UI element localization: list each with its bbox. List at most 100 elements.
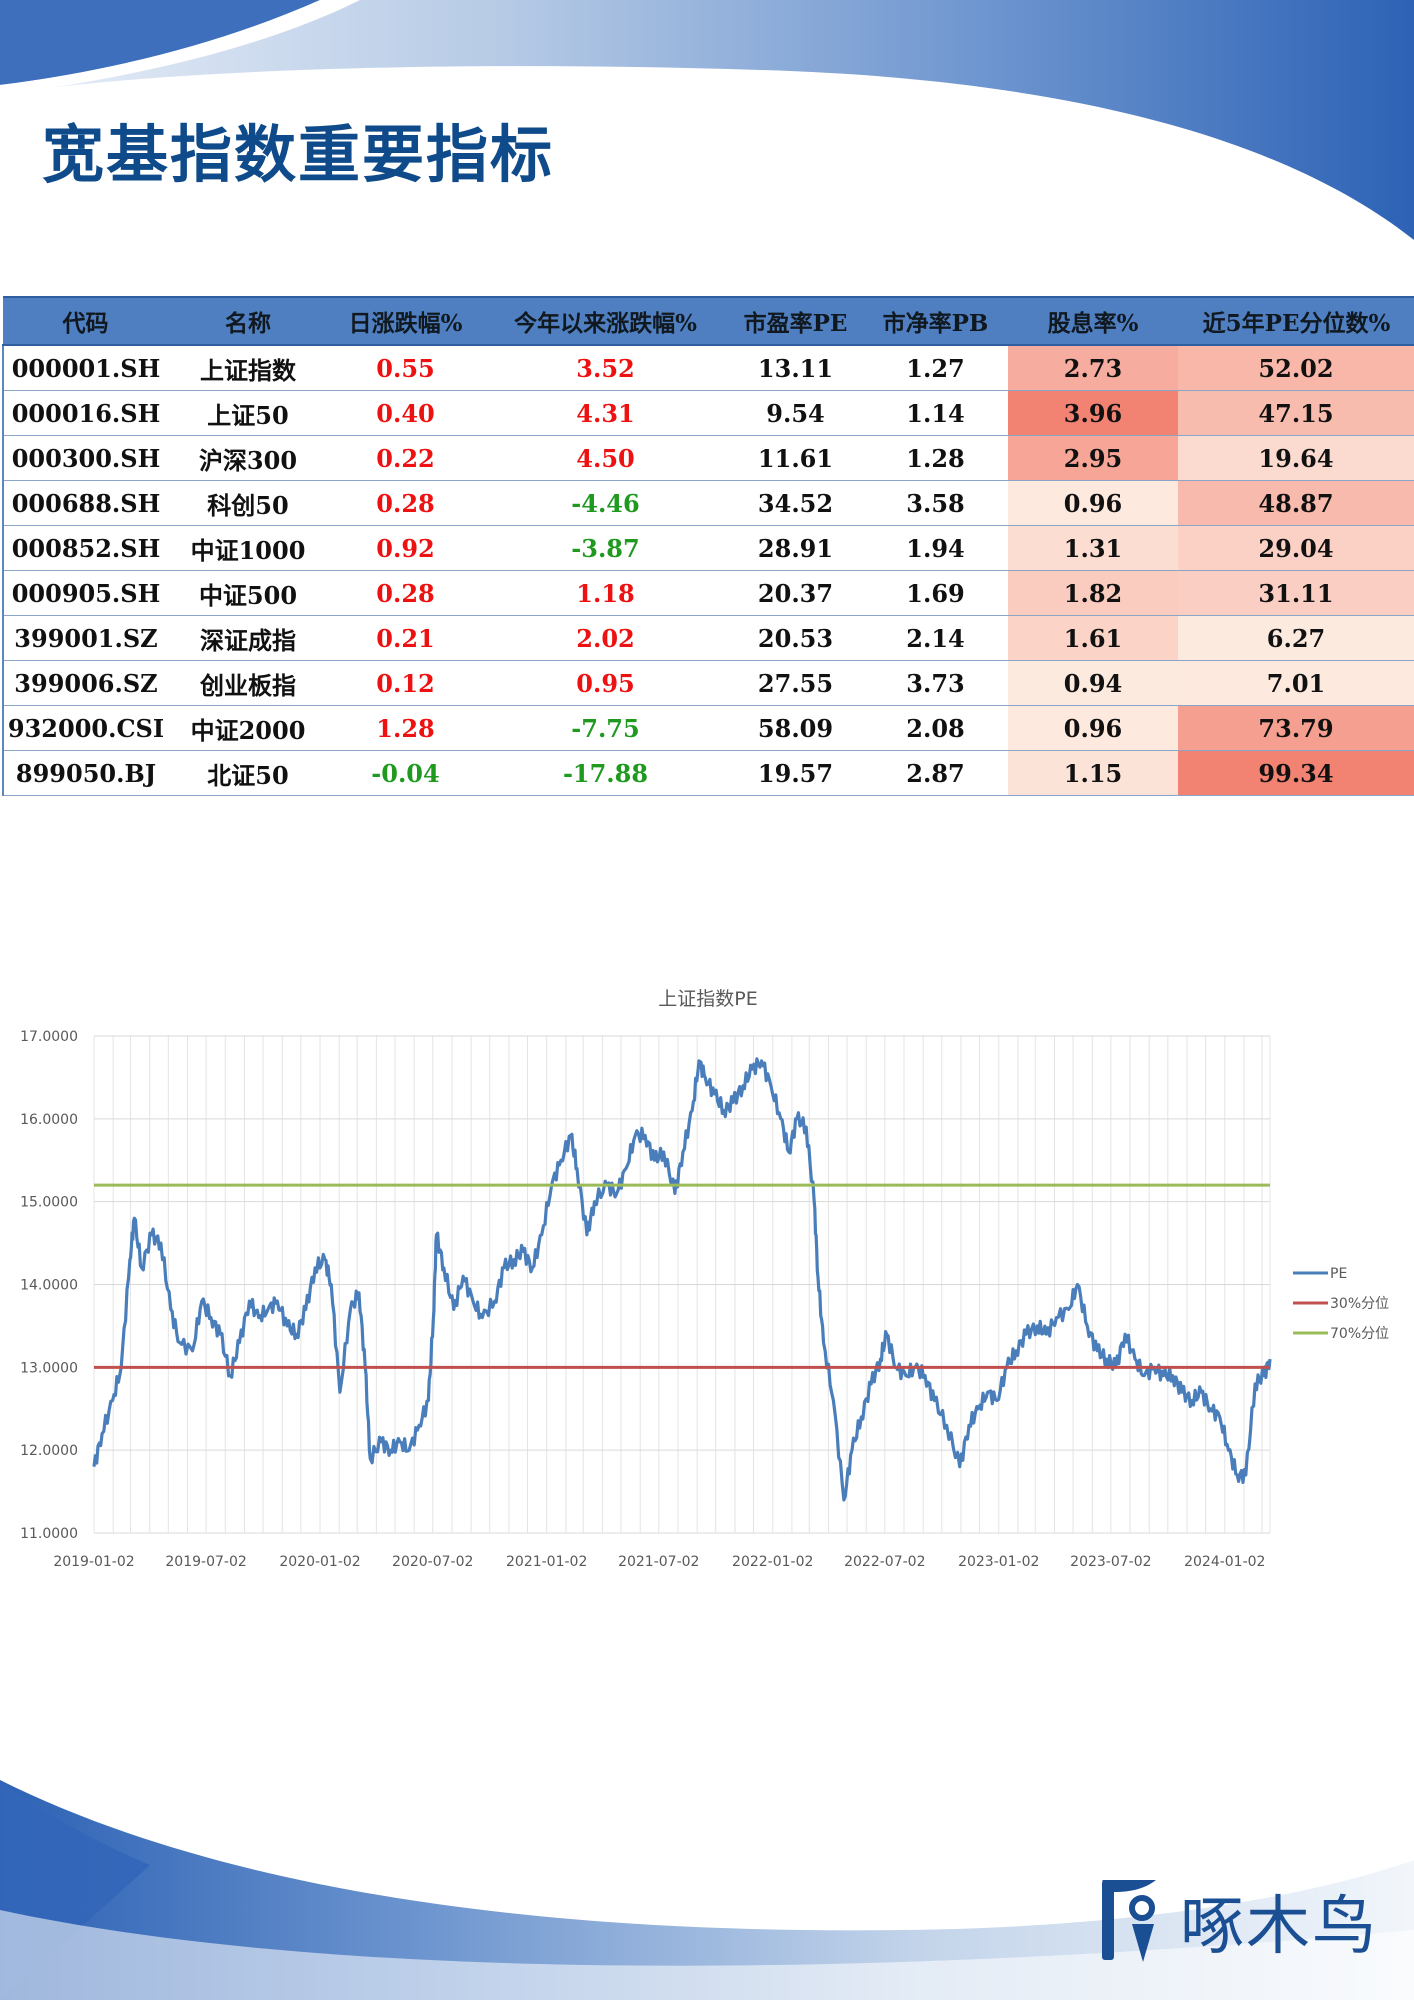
cell-pe-percentile: 29.04 [1178,525,1414,571]
y-tick-label: 13.0000 [20,1360,78,1376]
table-row: 000300.SH 沪深300 0.22 4.50 11.61 1.28 2.95 19.64 [2,435,1414,481]
cell-code: 000001.SH [2,345,168,391]
header-pb: 市净率PB [863,296,1008,346]
cell-dividend-yield: 1.82 [1008,570,1178,616]
y-tick-label: 11.0000 [20,1526,78,1542]
cell-dividend-yield: 0.96 [1008,705,1178,751]
table-row: 000016.SH 上证50 0.40 4.31 9.54 1.14 3.96 47.15 [2,390,1414,436]
chart-grid [93,1035,1271,1534]
cell-ytd-change: -3.87 [483,525,728,571]
cell-pe-percentile: 48.87 [1178,480,1414,526]
cell-pe: 9.54 [728,390,863,436]
cell-pb: 1.28 [863,435,1008,481]
x-tick-label: 2019-01-02 [53,1554,134,1570]
cell-pe-percentile: 73.79 [1178,705,1414,751]
cell-pb: 1.94 [863,525,1008,571]
cell-dividend-yield: 1.15 [1008,750,1178,796]
cell-code: 000852.SH [2,525,168,571]
cell-ytd-change: -4.46 [483,480,728,526]
y-tick-label: 14.0000 [20,1278,78,1294]
y-tick-label: 12.0000 [20,1443,78,1459]
cell-pb: 1.14 [863,390,1008,436]
cell-dividend-yield: 2.73 [1008,345,1178,391]
cell-daily-change: 0.21 [328,615,483,661]
cell-pb: 2.08 [863,705,1008,751]
cell-daily-change: 0.28 [328,570,483,616]
cell-daily-change: 0.22 [328,435,483,481]
shanghai-index-pe-chart: 11.0000 12.0000 13.0000 14.0000 15.0000 16.00… [20,988,1389,1570]
cell-pb: 2.14 [863,615,1008,661]
cell-dividend-yield: 1.31 [1008,525,1178,571]
header-code: 代码 [3,296,168,346]
cell-code: 000688.SH [2,480,168,526]
cell-code: 399006.SZ [2,660,168,706]
header-daily-change: 日涨跌幅% [328,296,483,346]
header-ytd-change: 今年以来涨跌幅% [483,296,728,346]
cell-ytd-change: -7.75 [483,705,728,751]
cell-code: 000016.SH [2,390,168,436]
table-row: 000688.SH 科创50 0.28 -4.46 34.52 3.58 0.96 48.87 [2,480,1414,526]
cell-pe: 58.09 [728,705,863,751]
cell-ytd-change: -17.88 [483,750,728,796]
cell-name: 深证成指 [168,615,328,661]
cell-pe-percentile: 47.15 [1178,390,1414,436]
cell-pe: 11.61 [728,435,863,481]
cell-pe-percentile: 52.02 [1178,345,1414,391]
x-tick-label: 2020-07-02 [392,1554,473,1570]
cell-name: 北证50 [168,750,328,796]
table-row: 000001.SH 上证指数 0.55 3.52 13.11 1.27 2.73 52.02 [2,345,1414,391]
header-dividend-yield: 股息率% [1008,296,1178,346]
cell-name: 中证2000 [168,705,328,751]
index-metrics-table: 代码 名称 日涨跌幅% 今年以来涨跌幅% 市盈率PE 市净率PB 股息率% 近5… [2,296,1414,796]
woodpecker-logo-icon [1102,1880,1156,1962]
cell-name: 中证500 [168,570,328,616]
legend-label: 70%分位 [1330,1326,1389,1342]
x-tick-label: 2024-01-02 [1184,1554,1265,1570]
table-header-row: 代码 名称 日涨跌幅% 今年以来涨跌幅% 市盈率PE 市净率PB 股息率% 近5… [3,296,1414,346]
cell-name: 上证50 [168,390,328,436]
chart-title: 上证指数PE [658,988,757,1010]
cell-daily-change: 0.12 [328,660,483,706]
cell-daily-change: 0.92 [328,525,483,571]
header-pe-percentile: 近5年PE分位数% [1178,296,1414,346]
cell-code: 399001.SZ [2,615,168,661]
cell-ytd-change: 0.95 [483,660,728,706]
cell-pb: 2.87 [863,750,1008,796]
cell-pe: 20.53 [728,615,863,661]
cell-pe: 34.52 [728,480,863,526]
table-row: 932000.CSI 中证2000 1.28 -7.75 58.09 2.08 0.96 73… [2,705,1414,751]
cell-ytd-change: 1.18 [483,570,728,616]
cell-ytd-change: 4.31 [483,390,728,436]
cell-ytd-change: 4.50 [483,435,728,481]
cell-name: 沪深300 [168,435,328,481]
x-tick-label: 2019-07-02 [165,1554,246,1570]
chart-series [92,1057,1272,1502]
cell-daily-change: -0.04 [328,750,483,796]
cell-pe: 28.91 [728,525,863,571]
header-pe: 市盈率PE [728,296,863,346]
x-tick-label: 2021-07-02 [618,1554,699,1570]
table-row: 399001.SZ 深证成指 0.21 2.02 20.53 2.14 1.61 6.27 [2,615,1414,661]
x-tick-label: 2020-01-02 [279,1554,360,1570]
y-axis-ticks: 11.0000 12.0000 13.0000 14.0000 15.0000 16.00… [20,1029,78,1542]
cell-dividend-yield: 0.96 [1008,480,1178,526]
chart-legend: PE 30%分位 70%分位 [1293,1266,1389,1342]
cell-name: 科创50 [168,480,328,526]
table-row: 000905.SH 中证500 0.28 1.18 20.37 1.69 1.82 31.11 [2,570,1414,616]
cell-code: 932000.CSI [2,705,168,751]
cell-name: 中证1000 [168,525,328,571]
cell-code: 899050.BJ [2,750,168,796]
x-tick-label: 2022-07-02 [844,1554,925,1570]
cell-dividend-yield: 2.95 [1008,435,1178,481]
x-axis-ticks: 2019-01-02 2019-07-02 2020-01-02 2020-07-02… [53,1554,1265,1570]
cell-pe-percentile: 7.01 [1178,660,1414,706]
cell-pe-percentile: 6.27 [1178,615,1414,661]
cell-ytd-change: 2.02 [483,615,728,661]
brand-name: 啄木鸟 [1180,1890,1378,1964]
header-name: 名称 [168,296,328,346]
cell-daily-change: 0.40 [328,390,483,436]
x-tick-label: 2023-07-02 [1070,1554,1151,1570]
y-tick-label: 15.0000 [20,1195,78,1211]
cell-daily-change: 0.55 [328,345,483,391]
cell-name: 创业板指 [168,660,328,706]
